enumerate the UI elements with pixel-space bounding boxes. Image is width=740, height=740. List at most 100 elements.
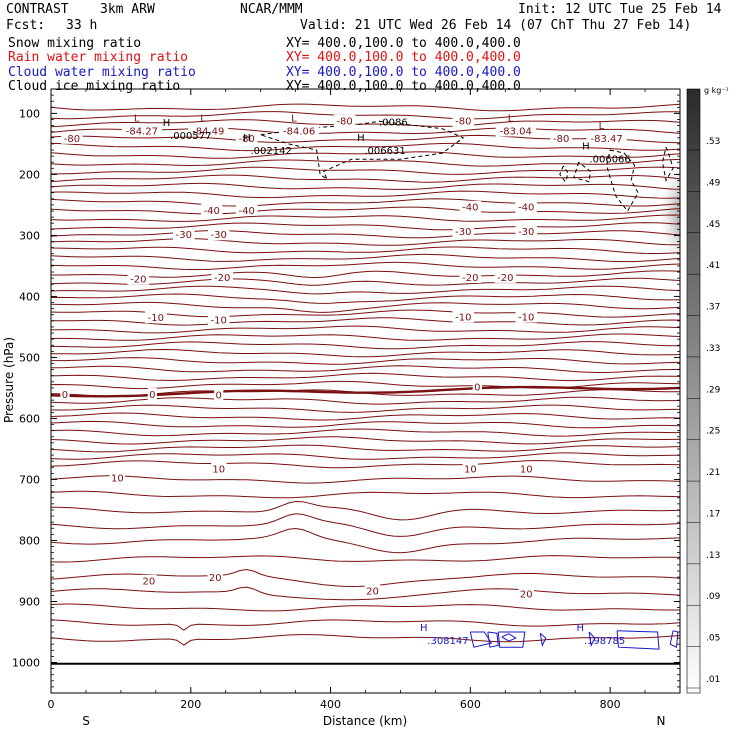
temperature-contour — [51, 333, 680, 341]
contour-label-background — [61, 131, 83, 144]
temperature-contour — [51, 619, 680, 631]
temperature-contour-label: 0 — [216, 391, 222, 402]
temperature-contour — [51, 246, 680, 254]
temperature-contour — [51, 230, 680, 239]
contour-label-background — [452, 225, 475, 238]
temperature-contour-label: 20 — [520, 590, 533, 601]
temperature-contour — [51, 527, 680, 554]
header-center: NCAR/MMM — [240, 2, 303, 17]
colorbar-tick-label: .45 — [706, 220, 720, 230]
temperature-contour — [51, 490, 680, 499]
header-project: CONTRAST — [6, 2, 69, 17]
low-center-marker: L — [508, 113, 514, 124]
contour-label-background — [452, 310, 475, 323]
contour-label-background — [207, 228, 230, 241]
header-model: 3km ARW — [100, 2, 155, 17]
temperature-contour — [51, 348, 680, 358]
temperature-contour — [51, 365, 680, 373]
contour-label-background — [459, 270, 482, 283]
cloud-water-contour — [501, 633, 517, 642]
x-axis-tick-label: 400 — [320, 698, 341, 711]
header-fcst-value: 33 h — [66, 18, 98, 33]
cloud-water-contour — [497, 631, 526, 648]
temperature-contour — [51, 270, 680, 279]
contour-label-background — [518, 587, 534, 600]
temperature-contour — [51, 190, 680, 199]
contour-label-background — [121, 124, 162, 137]
contour-label-background — [452, 114, 475, 127]
field-name-cloud-ice: Cloud ice mixing ratio — [8, 79, 181, 94]
temperature-contour — [51, 444, 680, 453]
contour-label-background — [550, 131, 572, 144]
temperature-contour-label: -10 — [211, 316, 227, 327]
low-center-marker: L — [291, 113, 297, 124]
temperature-contour-label: 0 — [62, 390, 68, 401]
y-axis-tick-label: 400 — [19, 290, 40, 303]
temperature-contour — [51, 166, 680, 175]
temperature-contour-label: -30 — [518, 227, 534, 238]
temperature-contour — [51, 436, 680, 445]
contour-label-background — [495, 124, 536, 137]
maximum-value-label: .198785 — [584, 636, 625, 647]
temperature-contour-label: -20 — [462, 273, 478, 284]
cloud-water-contour — [539, 632, 547, 648]
contour-label-background — [518, 462, 534, 475]
x-axis-title: Distance (km) — [323, 714, 407, 728]
y-axis-tick-label: 200 — [19, 168, 40, 181]
temperature-contour-label: -84.27 — [126, 126, 158, 137]
contour-label-background — [147, 388, 157, 401]
temperature-contour — [51, 182, 680, 190]
contour-label-background — [172, 228, 195, 241]
temperature-contour — [51, 603, 680, 612]
temperature-contour — [51, 317, 680, 326]
x-axis-left-end: S — [82, 714, 90, 728]
x-axis-right-end: N — [657, 714, 666, 728]
colorbar-tick-label: .53 — [706, 137, 720, 147]
x-axis-tick-label: 0 — [48, 698, 55, 711]
y-axis-tick-label: 300 — [19, 229, 40, 242]
y-axis-tick-label: 800 — [19, 534, 40, 547]
temperature-contour — [51, 158, 680, 167]
y-axis-tick-label: 900 — [19, 595, 40, 608]
temperature-contour-label: -30 — [176, 230, 192, 241]
temperature-contour — [51, 277, 680, 286]
field-name-rain: Rain water mixing ratio — [8, 50, 189, 65]
cloud-water-contour — [616, 630, 660, 650]
colorbar-unit-label: g kg⁻¹ — [704, 86, 729, 95]
contour-label-background — [127, 272, 150, 285]
contour-label-background — [207, 313, 230, 326]
temperature-contour — [51, 238, 680, 246]
temperature-contour — [51, 396, 680, 405]
temperature-contour — [51, 634, 680, 646]
maximum-value-label: .006631 — [364, 146, 405, 157]
low-center-marker: L — [200, 113, 206, 124]
contour-label-background — [214, 388, 224, 401]
cloud-ice-contour — [661, 146, 674, 182]
header-fcst-label: Fcst: — [6, 18, 46, 33]
temperature-contour — [51, 452, 680, 460]
field-xy-snow: XY= 400.0,100.0 to 400.0,400.0 — [286, 36, 521, 51]
contour-label-background — [109, 471, 126, 484]
high-center-marker: H — [420, 623, 428, 634]
high-center-marker: H — [243, 133, 251, 144]
temperature-contour-label: 20 — [366, 587, 379, 598]
field-xy-cloud-water: XY= 400.0,100.0 to 400.0,400.0 — [286, 65, 521, 80]
contour-label-background — [515, 310, 538, 323]
cloud-water-contour — [469, 631, 493, 648]
temperature-contour — [51, 586, 680, 601]
maximum-value-label: .002142 — [250, 146, 291, 157]
cloud-water-contour — [669, 630, 679, 648]
contour-label-background — [515, 200, 538, 213]
y-axis-tick-label: 100 — [19, 107, 40, 120]
cloud-ice-contour — [573, 161, 592, 183]
maximum-value-label: .0086 — [379, 117, 408, 128]
temperature-contour-label: -40 — [204, 206, 220, 217]
temperature-contour — [51, 555, 680, 563]
field-name-snow: Snow mixing ratio — [8, 36, 142, 51]
low-center-marker: L — [134, 113, 140, 124]
colorbar-tick-label: .33 — [706, 344, 720, 354]
temperature-contour-label: -40 — [239, 206, 255, 217]
temperature-contour — [51, 119, 680, 128]
contour-label-background — [364, 584, 381, 597]
contour-label-background — [515, 225, 538, 238]
